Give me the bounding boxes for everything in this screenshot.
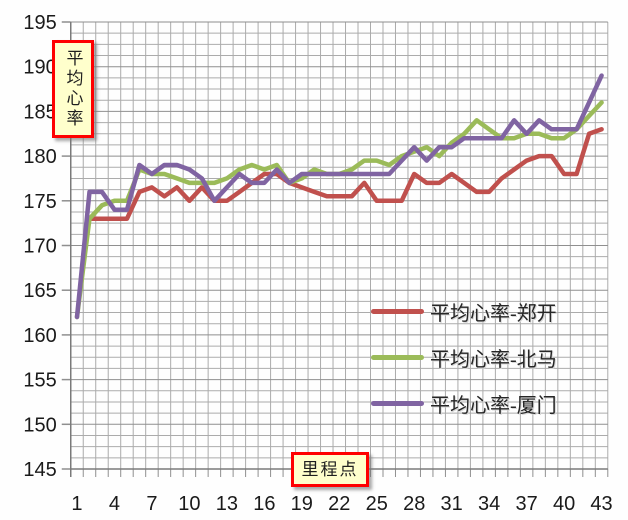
x-tick-label: 34	[478, 493, 500, 515]
legend-swatch-purple-line	[371, 400, 424, 406]
x-tick-label: 4	[109, 493, 120, 515]
x-tick-label: 22	[328, 493, 350, 515]
legend-label: 平均心率-厦门	[430, 394, 557, 417]
legend-item-beima: 平均心率-北马	[371, 344, 557, 371]
legend-swatch-green-line	[371, 354, 424, 360]
series-line-平均心率-郑开	[87, 127, 604, 221]
series-line-平均心率-厦门	[74, 73, 604, 320]
y-tick-label: 195	[23, 12, 56, 34]
legend-label: 平均心率-北马	[430, 348, 557, 371]
series-line-平均心率-北马	[74, 100, 604, 320]
x-tick-label: 28	[403, 493, 425, 515]
y-tick-label: 145	[23, 459, 56, 481]
x-tick-label: 13	[216, 493, 238, 515]
y-tick-label: 155	[23, 370, 56, 392]
y-tick-label: 185	[23, 101, 56, 123]
x-axis-title: 里程点	[301, 460, 359, 479]
x-tick-label: 40	[553, 493, 575, 515]
x-tick-label: 16	[253, 493, 275, 515]
x-tick-label: 25	[366, 493, 388, 515]
legend-item-xiamen: 平均心率-厦门	[371, 390, 557, 417]
x-tick-label: 10	[178, 493, 200, 515]
x-tick-label: 43	[590, 493, 612, 515]
y-tick-label: 190	[23, 57, 56, 79]
x-axis-title-box: 里程点	[291, 452, 369, 487]
y-axis-title: 平均心率	[63, 49, 83, 129]
x-tick-label: 7	[146, 493, 157, 515]
x-tick-label: 1	[71, 493, 82, 515]
legend-label: 平均心率-郑开	[430, 302, 557, 325]
y-tick-label: 150	[23, 414, 56, 436]
x-tick-label: 31	[441, 493, 463, 515]
y-tick-label: 170	[23, 236, 56, 258]
legend-swatch-red-line	[371, 308, 424, 314]
legend: 平均心率-郑开 平均心率-北马 平均心率-厦门	[371, 298, 557, 436]
x-tick-label: 19	[291, 493, 313, 515]
y-tick-label: 165	[23, 280, 56, 302]
y-tick-label: 180	[23, 146, 56, 168]
legend-item-zhengkai: 平均心率-郑开	[371, 298, 557, 325]
y-tick-label: 160	[23, 325, 56, 347]
x-tick-label: 37	[515, 493, 537, 515]
y-tick-label: 175	[23, 191, 56, 213]
y-axis-title-box: 平均心率	[52, 40, 94, 138]
